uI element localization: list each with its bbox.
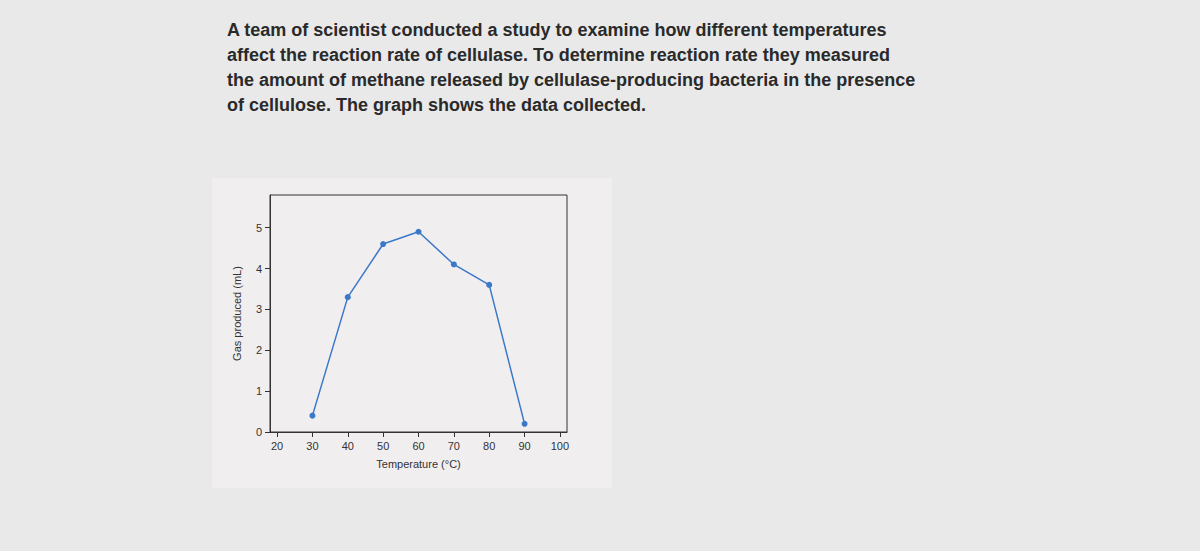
svg-text:100: 100 [551, 440, 569, 452]
svg-text:5: 5 [256, 222, 262, 234]
svg-text:2: 2 [256, 344, 262, 356]
svg-text:60: 60 [412, 440, 424, 452]
svg-text:affect the reaction rate of ce: affect the reaction rate of cellulase. T… [227, 45, 890, 65]
svg-text:4: 4 [256, 263, 262, 275]
svg-text:0: 0 [256, 426, 262, 438]
svg-text:20: 20 [271, 440, 283, 452]
svg-text:3: 3 [256, 303, 262, 315]
svg-text:90: 90 [518, 440, 530, 452]
svg-text:70: 70 [448, 440, 460, 452]
svg-text:30: 30 [306, 440, 318, 452]
svg-text:40: 40 [342, 440, 354, 452]
svg-text:Gas produced (mL): Gas produced (mL) [231, 266, 243, 361]
svg-text:50: 50 [377, 440, 389, 452]
svg-text:A team of scientist conducted: A team of scientist conducted a study to… [227, 20, 886, 40]
svg-text:1: 1 [256, 385, 262, 397]
svg-text:of cellulose. The graph shows: of cellulose. The graph shows the data c… [227, 95, 646, 115]
svg-text:80: 80 [483, 440, 495, 452]
svg-text:Temperature (°C): Temperature (°C) [376, 458, 460, 470]
svg-text:the amount of methane released: the amount of methane released by cellul… [227, 70, 915, 90]
